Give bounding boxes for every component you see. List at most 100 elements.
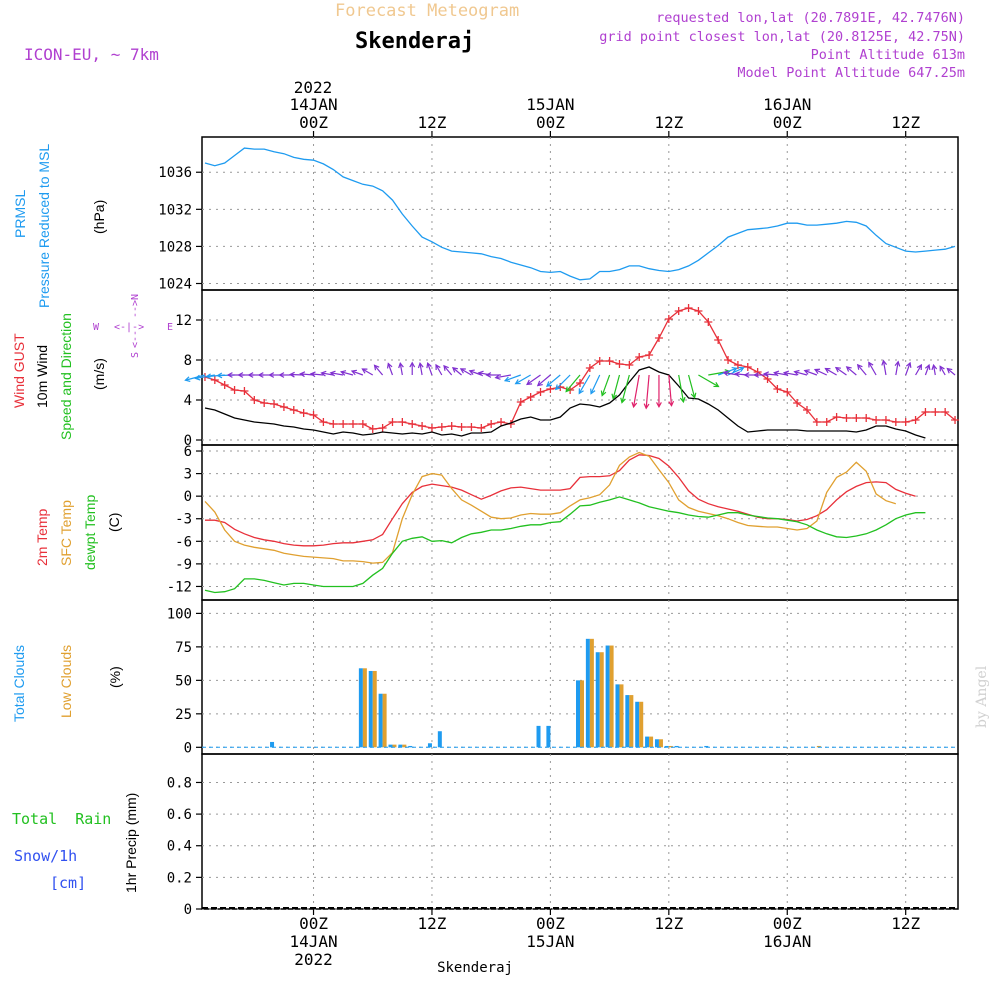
precip-label-cm: [cm]	[50, 874, 86, 892]
total-cloud-bar	[388, 744, 393, 748]
cloud-ytick-label: 25	[175, 707, 192, 723]
total-cloud-bar	[398, 744, 403, 748]
wind-arrow	[374, 364, 384, 376]
temp-label-3: dewpt Temp	[82, 495, 98, 570]
precip-ytick-label: 0.4	[167, 839, 192, 855]
bottom-xtick-label: 00Z	[299, 914, 328, 933]
gust-marker	[773, 385, 782, 393]
gust-marker	[684, 304, 693, 312]
gust-marker	[615, 360, 624, 368]
wind-arrow	[435, 364, 443, 376]
bottom-xtick-label: 00Z	[773, 914, 802, 933]
temp-label-2: SFC Temp	[58, 500, 74, 566]
wind-arrow-head	[722, 370, 729, 377]
wind-arrow	[814, 369, 827, 376]
gust-marker	[921, 408, 930, 416]
wind-arrow-head	[194, 374, 201, 381]
precip-label-snow: Snow/1h	[14, 847, 77, 865]
pressure-unit: (hPa)	[91, 200, 107, 234]
wind-arrow-head	[762, 371, 770, 378]
cloud-panel-labels: Total Clouds Low Clouds (%)	[11, 645, 123, 722]
wind-series-wind-gust	[204, 307, 956, 430]
low-cloud-bar	[639, 701, 644, 748]
temp-series-dewpt-temp	[204, 496, 926, 594]
bottom-xtick-label: 00Z	[536, 914, 565, 933]
precip-ytick-label: 0.6	[167, 807, 192, 823]
wind-arrow	[882, 360, 887, 376]
gust-marker	[487, 420, 496, 428]
wind-arrow-head	[417, 362, 424, 369]
gust-marker	[437, 423, 446, 431]
bottom-xtick-label: 2022	[294, 950, 333, 969]
wind-arrow-head	[526, 379, 533, 386]
gust-marker	[872, 416, 881, 424]
gust-marker	[299, 409, 308, 417]
gust-marker	[891, 418, 900, 426]
gust-marker	[309, 411, 318, 419]
bottom-xtick-label: 15JAN	[526, 932, 574, 951]
wind-arrow-head	[299, 371, 306, 378]
wind-arrow	[427, 362, 433, 376]
wind-ytick-label: 0	[184, 433, 192, 449]
wind-arrow-head	[329, 370, 336, 377]
bottom-xtick-label: 12Z	[891, 914, 920, 933]
wind-arrow-head	[278, 372, 285, 378]
wind-arrow	[537, 374, 551, 387]
precip-unit: 1hr Precip (mm)	[123, 793, 139, 893]
gust-marker	[635, 353, 644, 361]
top-year: 2022	[294, 78, 333, 97]
gust-marker	[408, 420, 417, 428]
wind-arrow-head	[690, 392, 697, 399]
wind-arrow-head	[946, 367, 953, 374]
temp-ytick-label: 6	[184, 444, 192, 460]
wind-arrow	[578, 374, 591, 394]
precip-ytick-label: 0.8	[167, 775, 192, 791]
wind-arrow-head	[753, 372, 759, 378]
gust-marker	[270, 400, 279, 408]
total-cloud-bar	[536, 725, 541, 748]
wind-arrow-head	[514, 379, 521, 385]
compass-row: <-|->	[114, 322, 144, 333]
wind-arrow	[601, 374, 611, 396]
total-cloud-bar	[378, 693, 383, 748]
total-cloud-bar	[437, 731, 442, 748]
wind-arrow-head	[503, 376, 511, 383]
gust-marker	[951, 416, 960, 424]
wind-arrow-head	[738, 366, 745, 373]
wind-arrow	[419, 363, 423, 376]
wind-arrow-head	[288, 371, 295, 378]
gust-marker	[388, 418, 397, 426]
gust-marker	[536, 388, 545, 396]
gust-marker	[358, 420, 367, 428]
gust-marker	[822, 418, 831, 426]
wind-arrow-head	[743, 372, 750, 378]
wind-label-1: Wind GUST	[11, 333, 27, 408]
wind-panel: 0 4 8 12	[175, 290, 960, 449]
temp-panel-labels: 2m Temp SFC Temp dewpt Temp (C)	[34, 495, 122, 570]
gust-marker	[576, 379, 584, 387]
wind-arrow-head	[339, 370, 347, 376]
gust-marker	[398, 418, 407, 426]
wind-panel-labels: Wind GUST 10m Wind Speed and Direction (…	[11, 294, 173, 440]
wind-arrow	[612, 374, 621, 399]
wind-arrow	[504, 374, 521, 382]
gust-marker	[279, 403, 288, 411]
gust-marker	[625, 361, 634, 369]
gust-marker	[605, 357, 614, 365]
total-cloud-bar	[654, 739, 659, 748]
wind-arrow	[915, 364, 922, 376]
bottom-xtick-label: 14JAN	[289, 932, 337, 951]
total-cloud-bar	[408, 745, 413, 748]
bottom-xtick-label: 16JAN	[763, 932, 811, 951]
wind-arrow-head	[611, 393, 618, 400]
wind-arrow	[590, 374, 601, 394]
wind-arrow-head	[257, 372, 264, 378]
wind-arrow	[857, 364, 867, 376]
low-cloud-bar	[649, 736, 654, 748]
wind-arrow-head	[268, 372, 275, 378]
pressure-series-0	[204, 147, 956, 281]
model-label: ICON-EU, ~ 7km	[24, 45, 159, 64]
temp-ytick-label: -6	[175, 534, 192, 550]
cloud-ytick-label: 100	[167, 606, 192, 622]
low-cloud-bar	[609, 645, 614, 748]
